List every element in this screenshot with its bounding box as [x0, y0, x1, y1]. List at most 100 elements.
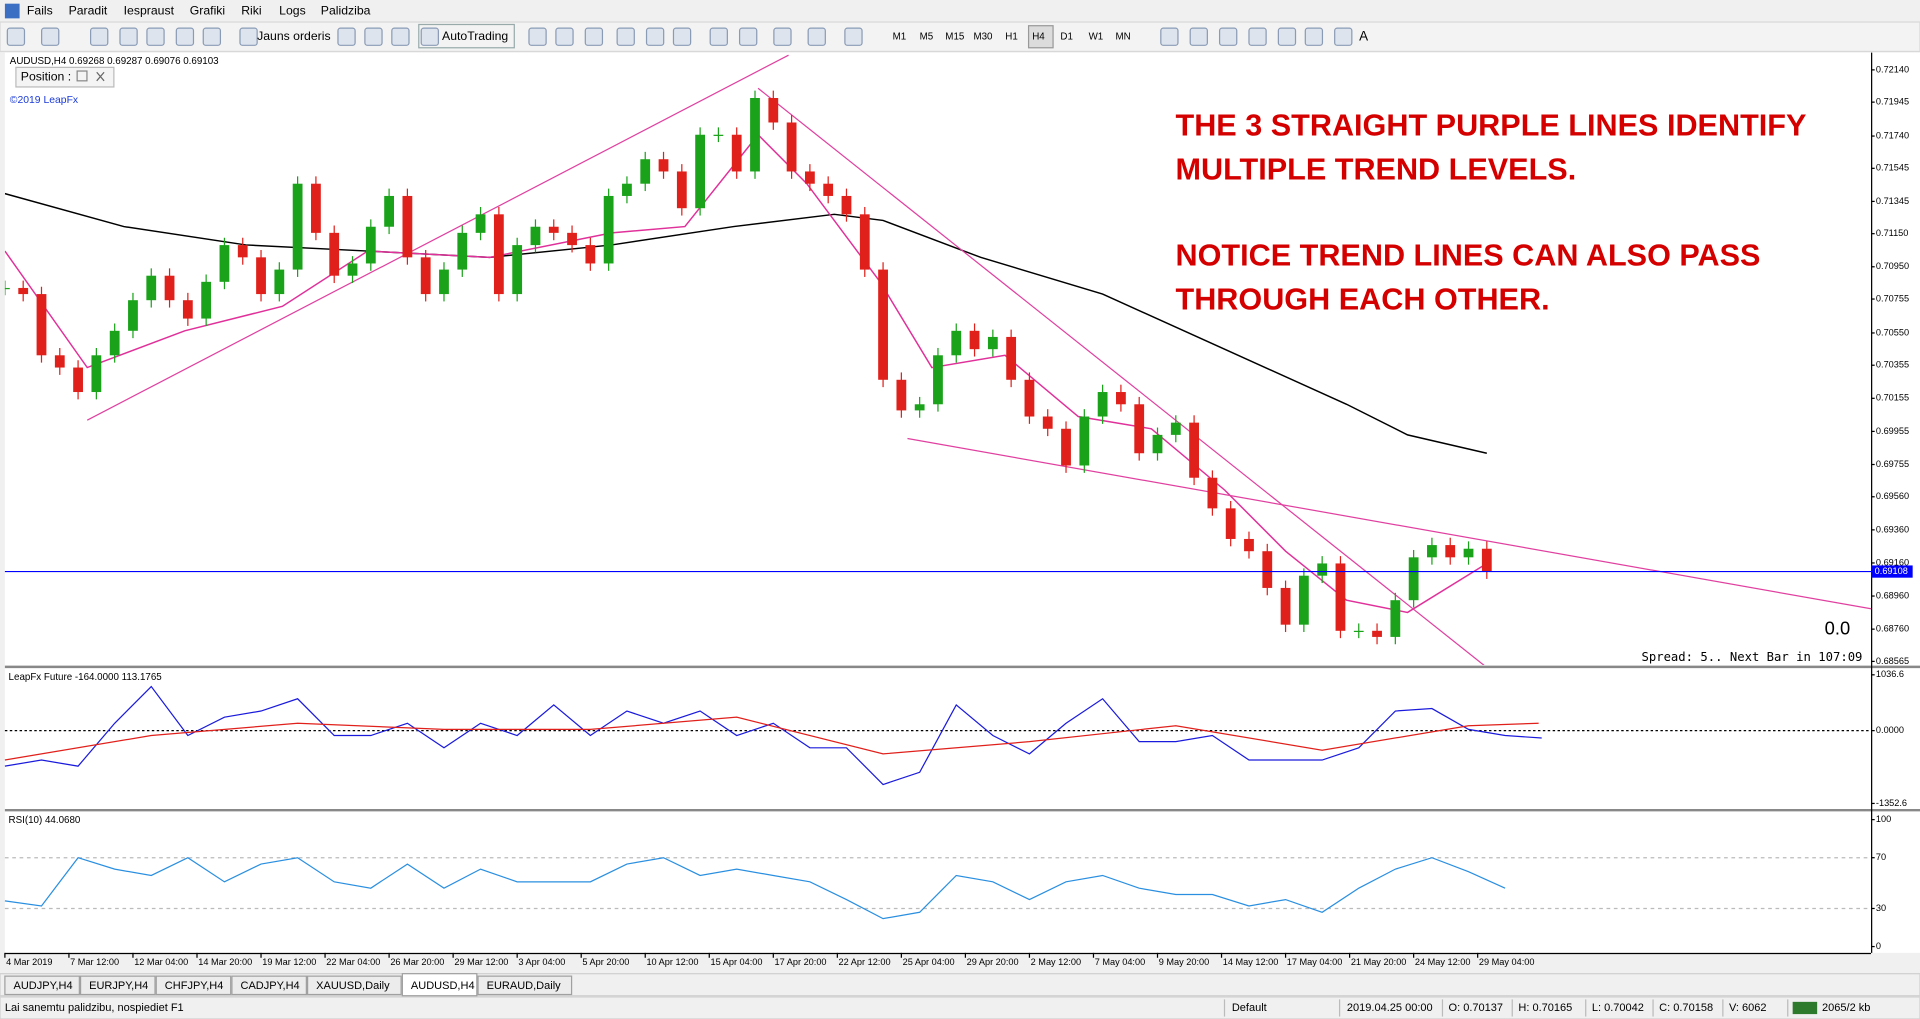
tab-active[interactable] — [401, 973, 478, 997]
toolbar-icon[interactable] — [528, 27, 547, 46]
close-icon[interactable] — [96, 71, 105, 82]
toolbar-icon[interactable] — [1334, 27, 1353, 46]
menu-item[interactable]: Riki — [241, 3, 261, 17]
balance: 0.0 — [1825, 617, 1851, 638]
toolbar-icon[interactable] — [738, 27, 758, 46]
restore-icon[interactable] — [76, 70, 88, 82]
timeframe-button[interactable]: M5 — [920, 31, 934, 42]
timeframe-active — [1027, 25, 1054, 49]
x-tick-label: 14 May 12:00 — [1223, 957, 1279, 967]
position-box[interactable] — [15, 66, 115, 88]
timeframe-button[interactable]: MN — [1116, 31, 1131, 42]
candle — [859, 214, 870, 270]
menu-item[interactable]: Paradit — [69, 3, 108, 17]
candle — [896, 379, 907, 411]
candle — [384, 195, 394, 227]
toolbar-icon[interactable] — [175, 27, 195, 46]
tab[interactable] — [79, 975, 156, 996]
x-tick-label: 3 Apr 04:00 — [518, 957, 565, 967]
toolbar-icon[interactable] — [773, 27, 792, 46]
candle — [622, 183, 632, 196]
menu-item[interactable]: Palidziba — [321, 3, 371, 17]
toolbar-icon[interactable] — [41, 27, 60, 46]
toolbar-icon[interactable] — [584, 27, 604, 46]
toolbar-icon[interactable] — [645, 27, 665, 46]
candle — [585, 245, 596, 264]
tab[interactable] — [155, 975, 232, 996]
candle — [311, 183, 321, 233]
status-open: O: 0.70137 — [1449, 1002, 1504, 1014]
toolbar-icon[interactable] — [90, 27, 109, 46]
tab-label[interactable]: EURAUD,Daily — [487, 980, 562, 992]
toolbar-icon[interactable] — [807, 27, 826, 46]
toolbar-icon[interactable] — [202, 27, 222, 46]
menu-item[interactable]: Logs — [279, 3, 306, 17]
tab[interactable] — [477, 975, 573, 996]
tab-label[interactable]: XAUUSD,Daily — [316, 980, 390, 992]
toolbar-icon[interactable] — [1160, 27, 1179, 46]
toolbar-icon[interactable] — [1189, 27, 1208, 46]
toolbar-icon[interactable] — [6, 27, 26, 46]
tab[interactable] — [306, 975, 402, 996]
chart-title: AUDUSD,H4 0.69268 0.69287 0.69076 0.6910… — [10, 56, 219, 67]
candle — [54, 355, 65, 368]
timeframe-button[interactable]: M1 — [893, 31, 907, 42]
autotrading-button[interactable]: AutoTrading — [442, 29, 508, 43]
candle — [933, 355, 943, 405]
toolbar-icon[interactable] — [119, 27, 138, 46]
tab-label[interactable]: AUDUSD,H4 — [411, 980, 475, 992]
timeframe-button[interactable]: W1 — [1089, 31, 1104, 42]
y-tick-label: 0.71740 — [1876, 130, 1909, 140]
toolbar-icon[interactable] — [364, 27, 383, 46]
menu-item[interactable]: Fails — [27, 3, 53, 17]
candle — [1463, 548, 1474, 558]
candle — [4, 287, 10, 290]
toolbar-icon[interactable] — [391, 27, 410, 46]
tab[interactable] — [231, 975, 307, 996]
toolbar-icon[interactable] — [555, 27, 574, 46]
toolbar-icon[interactable] — [844, 27, 863, 46]
candle — [567, 232, 577, 246]
toolbar-icon[interactable] — [672, 27, 692, 46]
toolbar-icon[interactable] — [1277, 27, 1297, 46]
toolbar-icon[interactable] — [1218, 27, 1238, 46]
toolbar-icon[interactable] — [337, 27, 356, 46]
candle — [292, 183, 303, 270]
new-order-button[interactable]: Jauns orderis — [257, 29, 330, 43]
candle — [1006, 336, 1017, 380]
toolbar-icon[interactable] — [709, 27, 728, 46]
timeframe-button[interactable]: D1 — [1060, 31, 1073, 42]
text-tool[interactable]: A — [1359, 28, 1368, 43]
toolbar-icon[interactable] — [420, 27, 439, 46]
toolbar-icon[interactable] — [1248, 27, 1267, 46]
candle — [457, 232, 468, 270]
toolbar-icon[interactable] — [239, 27, 258, 46]
candle — [1445, 545, 1456, 558]
y-tick-label: 30 — [1876, 903, 1886, 913]
timeframe-button[interactable]: M30 — [973, 31, 993, 42]
x-tick-label: 29 Mar 12:00 — [454, 957, 508, 967]
candle — [274, 269, 285, 295]
main-header: AUDUSD,H4 0.69268 0.69287 0.69076 0.6910… — [10, 56, 219, 106]
tab-label[interactable]: AUDJPY,H4 — [13, 980, 72, 992]
x-tick-label: 9 May 20:00 — [1159, 957, 1209, 967]
toolbar-icon[interactable] — [146, 27, 165, 46]
timeframe-button[interactable]: H4 — [1032, 31, 1045, 42]
tab-label[interactable]: CADJPY,H4 — [240, 980, 299, 992]
current-price-label: 0.69108 — [1875, 566, 1908, 576]
chart-panel — [4, 856, 1872, 920]
timeframe-button[interactable]: M15 — [945, 31, 965, 42]
toolbar-icon[interactable] — [616, 27, 635, 46]
timeframe-button[interactable]: H1 — [1005, 31, 1018, 42]
menu-item[interactable]: Grafiki — [190, 3, 225, 17]
menu-item[interactable]: Iespraust — [124, 3, 175, 17]
candle — [548, 226, 559, 233]
tab-label[interactable]: CHFJPY,H4 — [165, 980, 224, 992]
candle — [951, 330, 962, 356]
candle — [731, 134, 742, 172]
tab-label[interactable]: EURJPY,H4 — [89, 980, 148, 992]
candle — [475, 214, 486, 233]
tab[interactable] — [4, 975, 80, 996]
x-tick-label: 10 Apr 12:00 — [646, 957, 698, 967]
toolbar-icon[interactable] — [1304, 27, 1324, 46]
